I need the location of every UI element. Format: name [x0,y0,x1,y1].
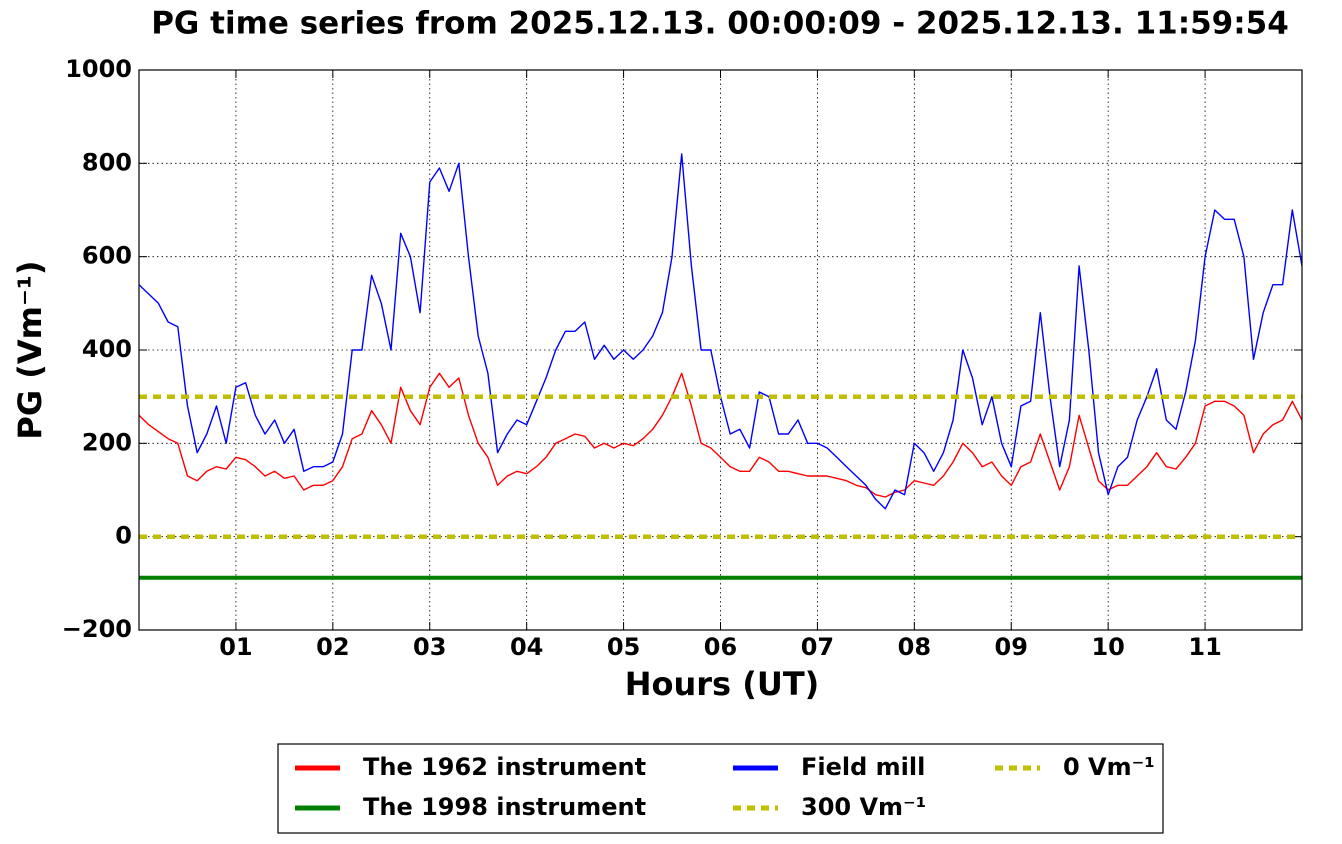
x-tick-label: 09 [995,633,1028,661]
y-tick-label: 0 [115,522,132,550]
chart-title: PG time series from 2025.12.13. 00:00:09… [151,6,1289,42]
legend-label: 300 Vm⁻¹ [801,793,926,821]
x-tick-label: 10 [1091,633,1124,661]
y-tick-label: 400 [82,335,132,363]
x-axis-label: Hours (UT) [625,665,820,703]
legend-label: The 1962 instrument [363,753,646,781]
y-tick-label: 200 [82,428,132,456]
x-tick-label: 02 [316,633,349,661]
y-axis-label: PG (Vm⁻¹) [11,260,49,439]
x-tick-label: 07 [801,633,834,661]
legend-box [277,743,1164,834]
legend-label: The 1998 instrument [363,793,646,821]
plot-frame [138,69,1303,631]
x-tick-label: 11 [1188,633,1221,661]
x-tick-label: 04 [510,633,543,661]
y-tick-label: 600 [82,242,132,270]
y-tick-label: 1000 [65,55,132,83]
x-tick-label: 01 [219,633,252,661]
x-tick-label: 03 [413,633,446,661]
y-tick-label: 800 [82,148,132,176]
series-line [139,372,1302,498]
x-tick-label: 05 [607,633,640,661]
legend-label: Field mill [801,753,925,781]
legend-label: 0 Vm⁻¹ [1063,753,1155,781]
y-tick-label: −200 [62,615,132,643]
x-tick-label: 06 [704,633,737,661]
x-tick-label: 08 [898,633,931,661]
